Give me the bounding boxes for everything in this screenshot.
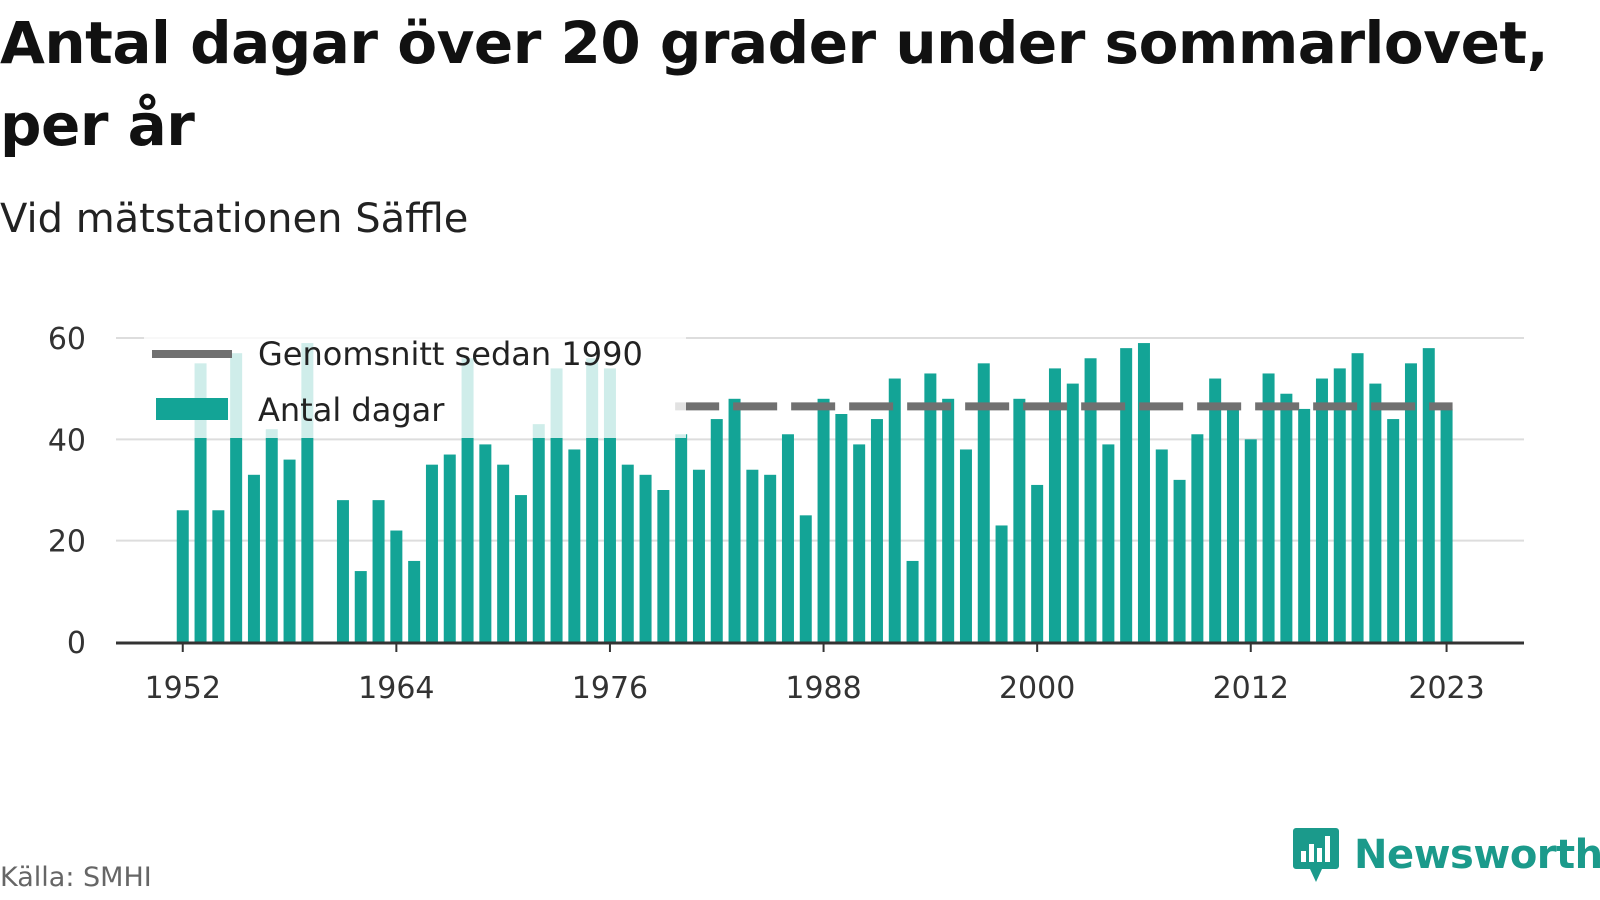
bar (247, 474, 260, 642)
bar (764, 474, 777, 642)
bar (746, 469, 759, 642)
bar (1369, 383, 1382, 642)
legend-label-bars: Antal dagar (258, 391, 445, 429)
bar (870, 419, 883, 642)
bar (959, 449, 972, 642)
bar (1422, 348, 1435, 642)
bar (621, 464, 634, 642)
bar (1351, 353, 1364, 642)
x-tick-label: 1988 (785, 671, 861, 706)
bar (1440, 408, 1453, 642)
bar (532, 424, 545, 642)
bar (1226, 408, 1239, 642)
bar (995, 525, 1008, 642)
bar (657, 490, 670, 642)
newsworthy-logo-icon (1293, 828, 1339, 882)
bar (1048, 368, 1061, 642)
bar (1031, 484, 1044, 642)
legend-label-average: Genomsnitt sedan 1990 (258, 335, 643, 373)
bar (675, 434, 688, 642)
x-tick-label: 1964 (358, 671, 434, 706)
bar (1387, 419, 1400, 642)
bar (835, 414, 848, 642)
legend-background (144, 320, 686, 438)
bar (639, 474, 652, 642)
chart-subtitle: Vid mätstationen Säffle (0, 196, 469, 242)
bar (692, 469, 705, 642)
bar (514, 495, 527, 642)
bar (425, 464, 438, 642)
bar (1404, 363, 1417, 642)
bar (888, 378, 901, 642)
bar (1315, 378, 1328, 642)
bar (1084, 358, 1097, 642)
bar (853, 444, 866, 642)
legend: Genomsnitt sedan 1990 Antal dagar (144, 320, 686, 438)
y-tick-label: 0 (67, 626, 86, 661)
bar (1173, 479, 1186, 642)
bar (497, 464, 510, 642)
bar (710, 419, 723, 642)
bar (408, 560, 421, 642)
bar (781, 434, 794, 642)
bar (1280, 393, 1293, 642)
chart-title: Antal dagar över 20 grader under sommarl… (0, 9, 1549, 159)
legend-swatch-bars (156, 398, 228, 420)
bar (906, 560, 919, 642)
axes: 0 20 40 60 1952 1964 1976 1988 2000 2012 2023 (48, 322, 1524, 706)
bar (1102, 444, 1115, 642)
bar (354, 571, 367, 642)
bar (1066, 383, 1079, 642)
source-note: Källa: SMHI (0, 862, 152, 893)
bar (817, 398, 830, 642)
bar (1262, 373, 1275, 642)
bar (728, 398, 741, 642)
x-tick-label: 2023 (1408, 671, 1484, 706)
bar (1137, 343, 1150, 642)
bar (265, 429, 278, 642)
bar (1155, 449, 1168, 642)
bar (443, 454, 456, 642)
x-tick-label: 2012 (1213, 671, 1289, 706)
x-tick-label: 1976 (572, 671, 648, 706)
bar (1013, 398, 1026, 642)
bar-series (176, 343, 1453, 642)
bar (336, 500, 349, 642)
bar (924, 373, 937, 642)
bar-chart: 0 20 40 60 1952 1964 1976 1988 2000 2012 2023 Geno… (48, 320, 1524, 706)
x-tick-label: 2000 (999, 671, 1075, 706)
bar (176, 510, 189, 642)
bar (479, 444, 492, 642)
bar (1191, 434, 1204, 642)
bar (283, 459, 296, 642)
brand-logo: Newsworthy (1292, 826, 1600, 884)
bar (372, 500, 385, 642)
bar (568, 449, 581, 642)
y-tick-label: 40 (48, 423, 86, 458)
y-tick-label: 20 (48, 525, 86, 560)
bar (799, 515, 812, 642)
bar (942, 398, 955, 642)
bar (1209, 378, 1222, 642)
bar (1298, 408, 1311, 642)
bar (977, 363, 990, 642)
y-tick-label: 60 (48, 322, 86, 357)
bar (390, 530, 403, 642)
brand-name: Newsworthy (1354, 832, 1600, 878)
bar (212, 510, 225, 642)
x-tick-label: 1952 (145, 671, 221, 706)
bar (1244, 439, 1257, 642)
bar (1333, 368, 1346, 642)
bar (1120, 348, 1133, 642)
